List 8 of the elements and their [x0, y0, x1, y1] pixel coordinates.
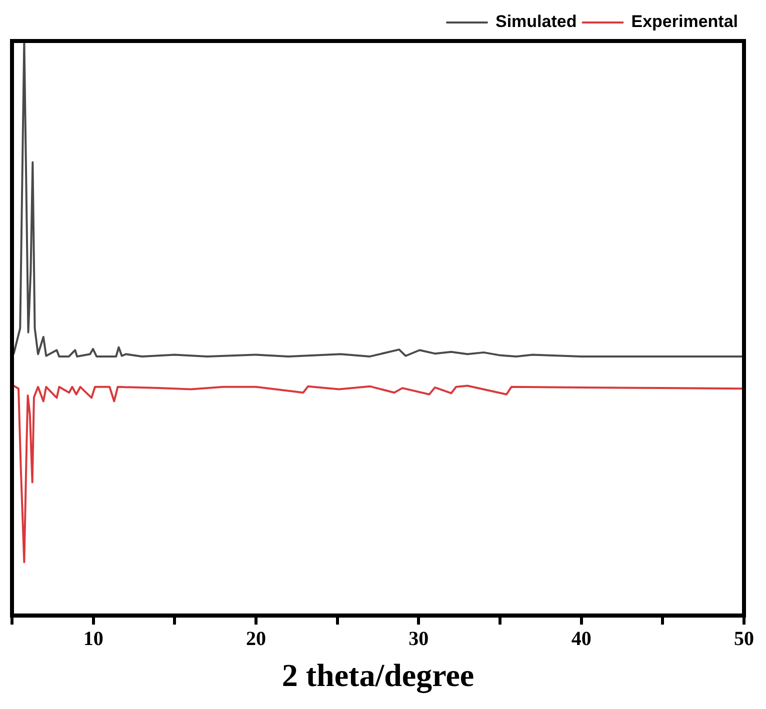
- x-tick-label: 30: [408, 628, 429, 650]
- x-tick-label: 20: [246, 628, 266, 650]
- legend-label: Experimental: [631, 12, 738, 32]
- x-axis-title: 2 theta/degree: [282, 657, 474, 694]
- x-tick-label: 40: [571, 628, 592, 650]
- x-tick-label: 10: [83, 628, 104, 650]
- legend-label: Simulated: [495, 12, 577, 32]
- x-tick-label: 50: [734, 628, 754, 650]
